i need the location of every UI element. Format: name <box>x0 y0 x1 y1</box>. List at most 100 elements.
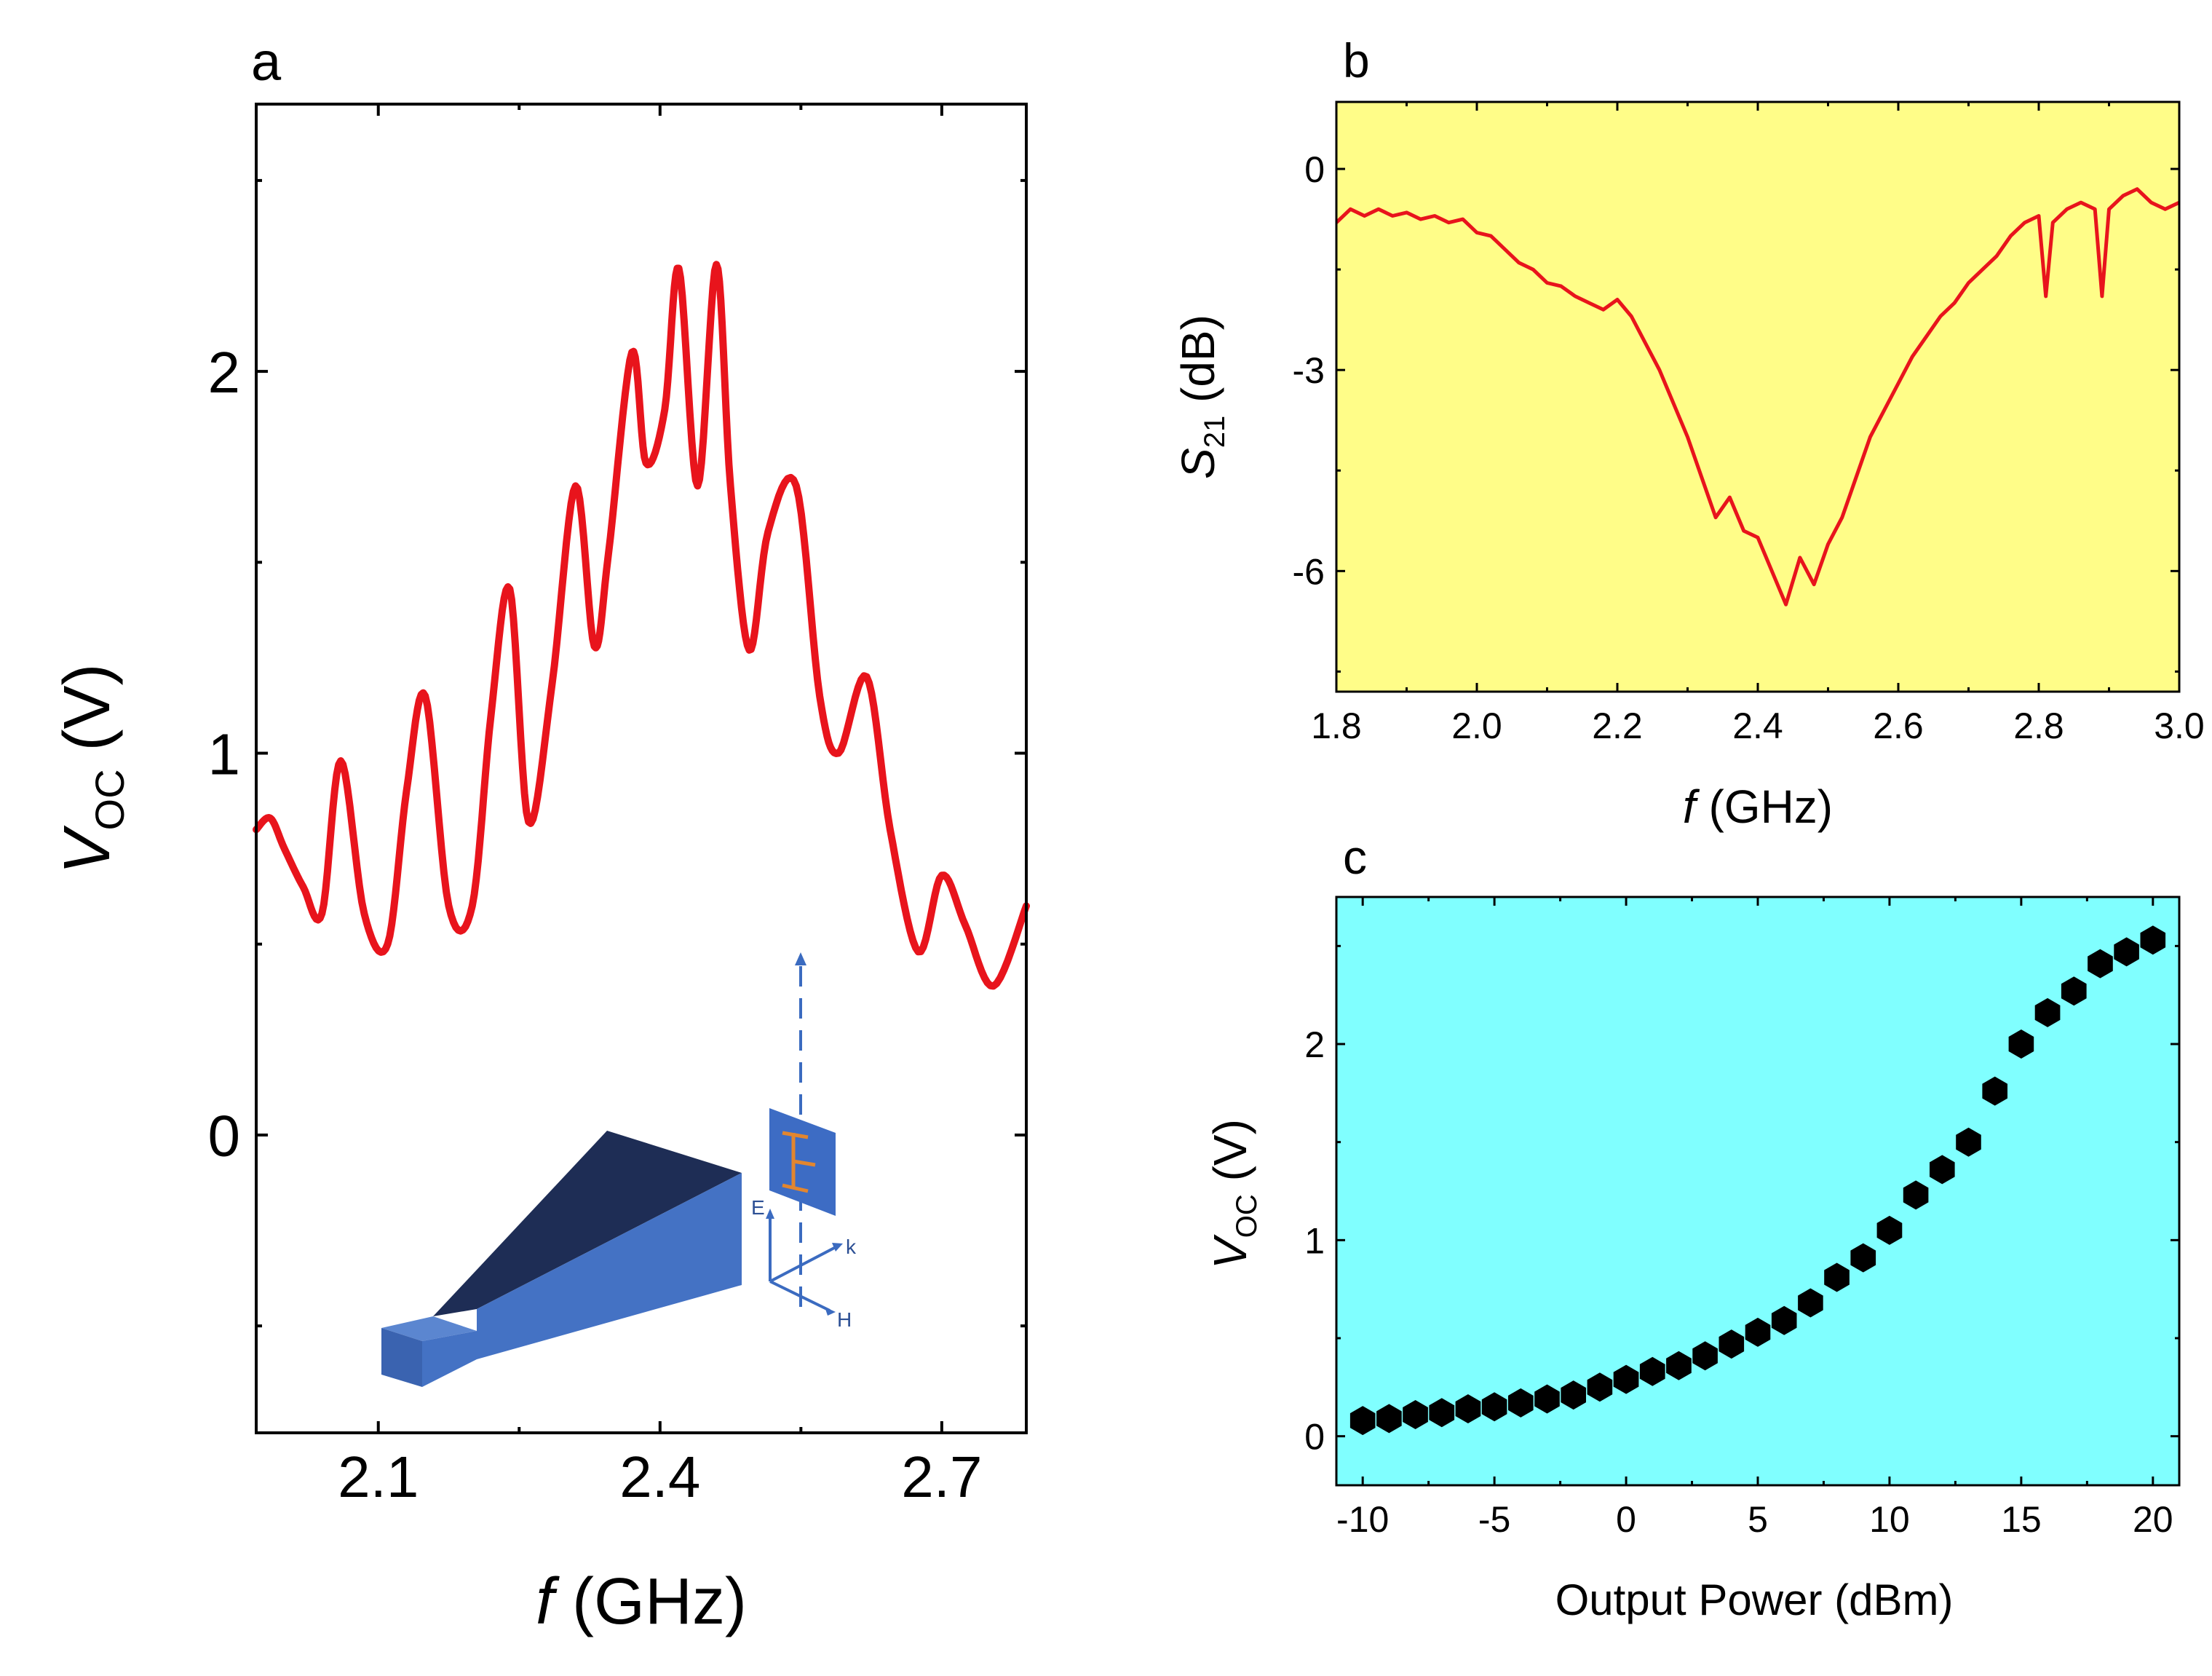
panel-a-y-tick-label: 0 <box>208 1104 241 1169</box>
panel-c-data-point <box>2140 925 2166 955</box>
panel-a-x-axis-title: f (GHz) <box>536 1565 747 1638</box>
panel-a-y-tick-label: 1 <box>208 722 241 786</box>
panel-b-chart: b 1.8 2.0 2.2 2.4 2.6 2.8 3.0 0 -3 -6 f (GHz) S21… <box>1172 33 2205 833</box>
h-field-label: H <box>837 1308 852 1331</box>
axis-arrowhead-icon <box>795 952 806 965</box>
k-arrow-icon <box>832 1243 843 1252</box>
panel-c-data-point <box>1956 1127 1981 1157</box>
panel-b-x-tick-label: 2.2 <box>1592 705 1643 746</box>
panel-c-data-point <box>2008 1029 2034 1059</box>
panel-c-data-point <box>1719 1329 1745 1359</box>
panel-c-data-point <box>1429 1398 1455 1428</box>
panel-a-x-unit: (GHz) <box>554 1565 747 1638</box>
panel-c-data-point <box>1587 1372 1613 1402</box>
panel-c-y-sub: OC <box>1231 1194 1263 1238</box>
panel-c-label: c <box>1343 830 1367 884</box>
panel-b-label: b <box>1343 33 1370 87</box>
panel-b-x-tick-label: 2.6 <box>1873 705 1924 746</box>
e-arrow-icon <box>766 1209 774 1219</box>
h-arrow-icon <box>825 1307 836 1316</box>
panel-c-y-axis-title: VOC (V) <box>1204 1119 1263 1269</box>
waveguide-top <box>381 1316 477 1341</box>
panel-b-y-tick-label: -3 <box>1293 350 1325 391</box>
panel-b-data-line <box>1335 187 2181 606</box>
panel-c-data-point <box>1850 1243 1876 1273</box>
panel-c-data-point <box>1376 1404 1402 1434</box>
panel-b-x-tick-label: 1.8 <box>1311 705 1362 746</box>
panel-b-plot-area <box>1336 102 2179 692</box>
panel-c-frame <box>1335 896 2181 1487</box>
panel-a-x-tick-label: 2.1 <box>338 1444 419 1509</box>
panel-b-ticks: 1.8 2.0 2.2 2.4 2.6 2.8 3.0 0 -3 -6 <box>1293 102 2205 746</box>
horn-side-face <box>477 1173 742 1359</box>
panel-b-y-sub: 21 <box>1199 416 1231 448</box>
panel-c-data-point <box>1771 1305 1797 1335</box>
panel-c-data-point <box>2114 937 2139 967</box>
panel-c-x-tick-label: 10 <box>1869 1499 1910 1540</box>
panel-b-y-var: S <box>1172 448 1224 479</box>
panel-c-data-point <box>1481 1392 1507 1422</box>
panel-c-data-point <box>1508 1388 1534 1418</box>
waveguide-front <box>381 1328 422 1387</box>
panel-c-data-point <box>1613 1364 1639 1394</box>
panel-c-data-point <box>2088 949 2113 979</box>
panel-c-data-point <box>1876 1215 1903 1245</box>
panel-b-x-tick-label: 2.4 <box>1732 705 1783 746</box>
panel-c-y-tick-label: 1 <box>1304 1220 1325 1261</box>
panel-c-plot-area <box>1336 897 2179 1485</box>
field-axes <box>769 1214 838 1312</box>
panel-a-data-line <box>253 261 1030 990</box>
panel-c-data-point <box>1534 1384 1560 1414</box>
panel-b-y-unit: (dB) <box>1172 315 1224 416</box>
panel-c-data-point <box>1745 1317 1771 1347</box>
panel-c-data-point <box>1692 1341 1718 1371</box>
panel-b-x-unit: (GHz) <box>1696 780 1833 833</box>
panel-c-data-point <box>1666 1351 1692 1380</box>
panel-c-ticks: -10 -5 0 5 10 15 20 0 1 2 <box>1304 897 2179 1540</box>
panel-a-y-sub: OC <box>87 769 132 830</box>
panel-c-x-tick-label: -5 <box>1478 1499 1510 1540</box>
panel-c-y-tick-label: 2 <box>1304 1024 1325 1065</box>
horn-top-face <box>433 1131 742 1316</box>
panel-c-data-point <box>1903 1180 1929 1210</box>
panel-c-data-point <box>1930 1155 1955 1185</box>
panel-a-x-tick-label: 2.7 <box>901 1444 982 1509</box>
panel-c-y-unit: (V) <box>1204 1119 1256 1194</box>
panel-b-x-tick-label: 2.8 <box>2013 705 2064 746</box>
panel-a-y-unit: (V) <box>51 663 124 769</box>
panel-a-y-var: V <box>51 825 124 874</box>
panel-c-markers <box>1349 925 2166 1436</box>
panel-b-y-tick-label: 0 <box>1304 149 1325 190</box>
panel-b-y-axis-title: S21 (dB) <box>1172 315 1231 479</box>
waveguide-side <box>422 1331 477 1387</box>
panel-c-data-point <box>1824 1262 1850 1292</box>
panel-c-x-tick-label: 5 <box>1748 1499 1768 1540</box>
panel-a-ticks: 2.1 2.4 2.7 0 1 2 <box>208 104 1026 1509</box>
panel-a-y-tick-label: 2 <box>208 340 241 405</box>
panel-a-x-tick-label: 2.4 <box>619 1444 700 1509</box>
panel-b-y-tick-label: -6 <box>1293 551 1325 592</box>
panel-a-y-axis-title: VOC (V) <box>51 663 132 874</box>
panel-c-data-point <box>1403 1400 1428 1429</box>
horn-antenna-inset: E k H <box>381 952 857 1387</box>
panel-c-y-tick-label: 0 <box>1304 1417 1325 1458</box>
panel-c-chart: c -10 -5 0 5 10 15 20 0 1 2 Output Power (dBm) VO… <box>1204 830 2181 1624</box>
panel-c-data-point <box>2061 976 2087 1006</box>
panel-a-label: a <box>251 31 282 92</box>
panel-a-frame <box>255 103 1028 1434</box>
panel-c-x-tick-label: -10 <box>1336 1499 1389 1540</box>
panel-c-data-point <box>1349 1406 1376 1436</box>
panel-c-data-point <box>1455 1394 1481 1423</box>
panel-c-data-point <box>1798 1288 1823 1318</box>
panel-b-frame <box>1335 100 2181 693</box>
panel-c-data-point <box>1982 1076 2007 1106</box>
panel-c-x-tick-label: 15 <box>2001 1499 2042 1540</box>
panel-c-data-point <box>2034 997 2061 1027</box>
panel-c-data-point <box>1561 1380 1586 1410</box>
k-vector-label: k <box>846 1236 857 1258</box>
panel-c-y-var: V <box>1204 1234 1256 1269</box>
panel-c-data-point <box>1639 1356 1665 1386</box>
panel-b-x-axis-title: f (GHz) <box>1683 780 1833 833</box>
e-field-label: E <box>751 1196 765 1219</box>
